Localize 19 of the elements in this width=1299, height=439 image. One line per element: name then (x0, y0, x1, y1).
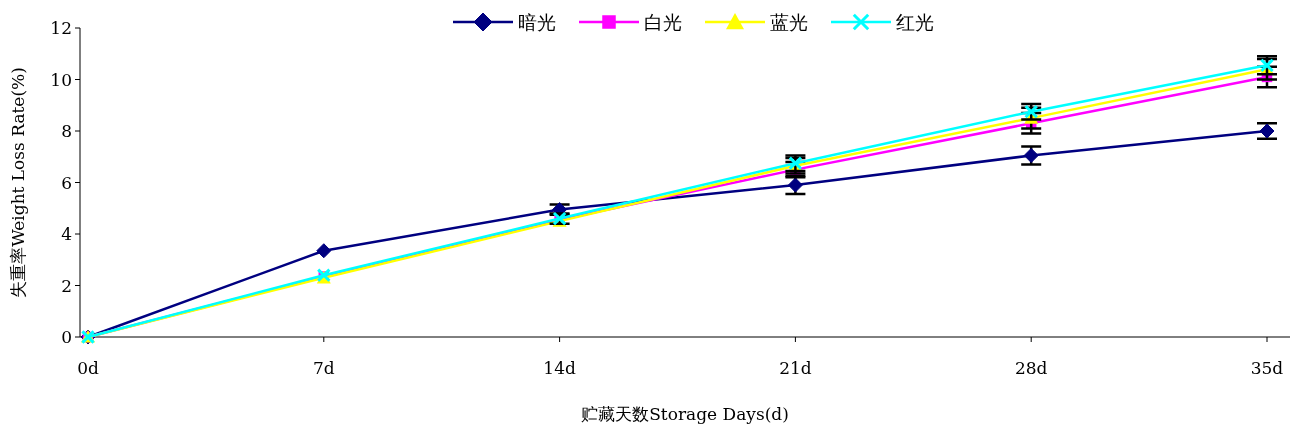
x-tick-label: 21d (779, 358, 812, 378)
y-tick-label: 6 (61, 172, 72, 193)
y-tick-label: 4 (61, 224, 72, 244)
x-axis-title: 贮藏天数Storage Days(d) (581, 404, 789, 424)
x-tick-label: 35d (1250, 358, 1284, 378)
legend-label: 暗光 (518, 11, 556, 33)
legend-label: 蓝光 (770, 11, 808, 33)
y-tick-label: 8 (61, 121, 72, 141)
x-tick-label: 14d (543, 358, 576, 378)
x-tick-label: 0d (77, 358, 99, 378)
y-tick-label: 10 (50, 69, 72, 90)
y-axis-title: 失重率Weight Loss Rate(%) (8, 67, 28, 298)
y-tick-label: 0 (61, 327, 72, 347)
y-tick-label: 12 (50, 18, 72, 38)
legend-label: 白光 (644, 11, 682, 33)
y-tick-label: 2 (61, 275, 72, 296)
x-tick-label: 7d (312, 358, 335, 378)
legend-label: 红光 (896, 11, 934, 33)
x-tick-label: 28d (1014, 358, 1048, 378)
